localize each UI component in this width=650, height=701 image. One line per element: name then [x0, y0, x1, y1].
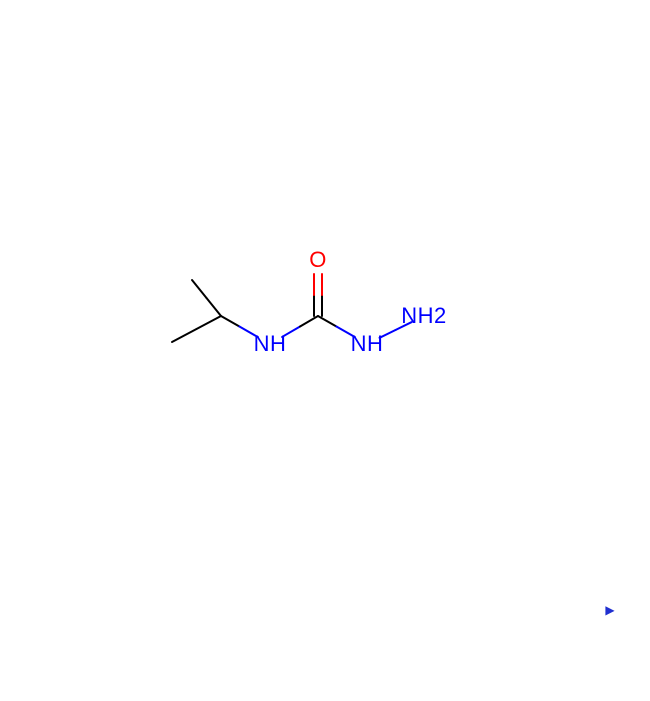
atom-label-o1: O: [309, 247, 327, 273]
atom-label-n2: NH: [351, 331, 384, 357]
atom-label-n3: NH2: [401, 303, 447, 329]
molecule-canvas: NH O NH NH2 ▶: [0, 0, 650, 696]
next-arrow-icon[interactable]: ▶: [605, 603, 614, 617]
molecule-svg: [0, 0, 650, 696]
atom-label-n1: NH: [254, 331, 287, 357]
